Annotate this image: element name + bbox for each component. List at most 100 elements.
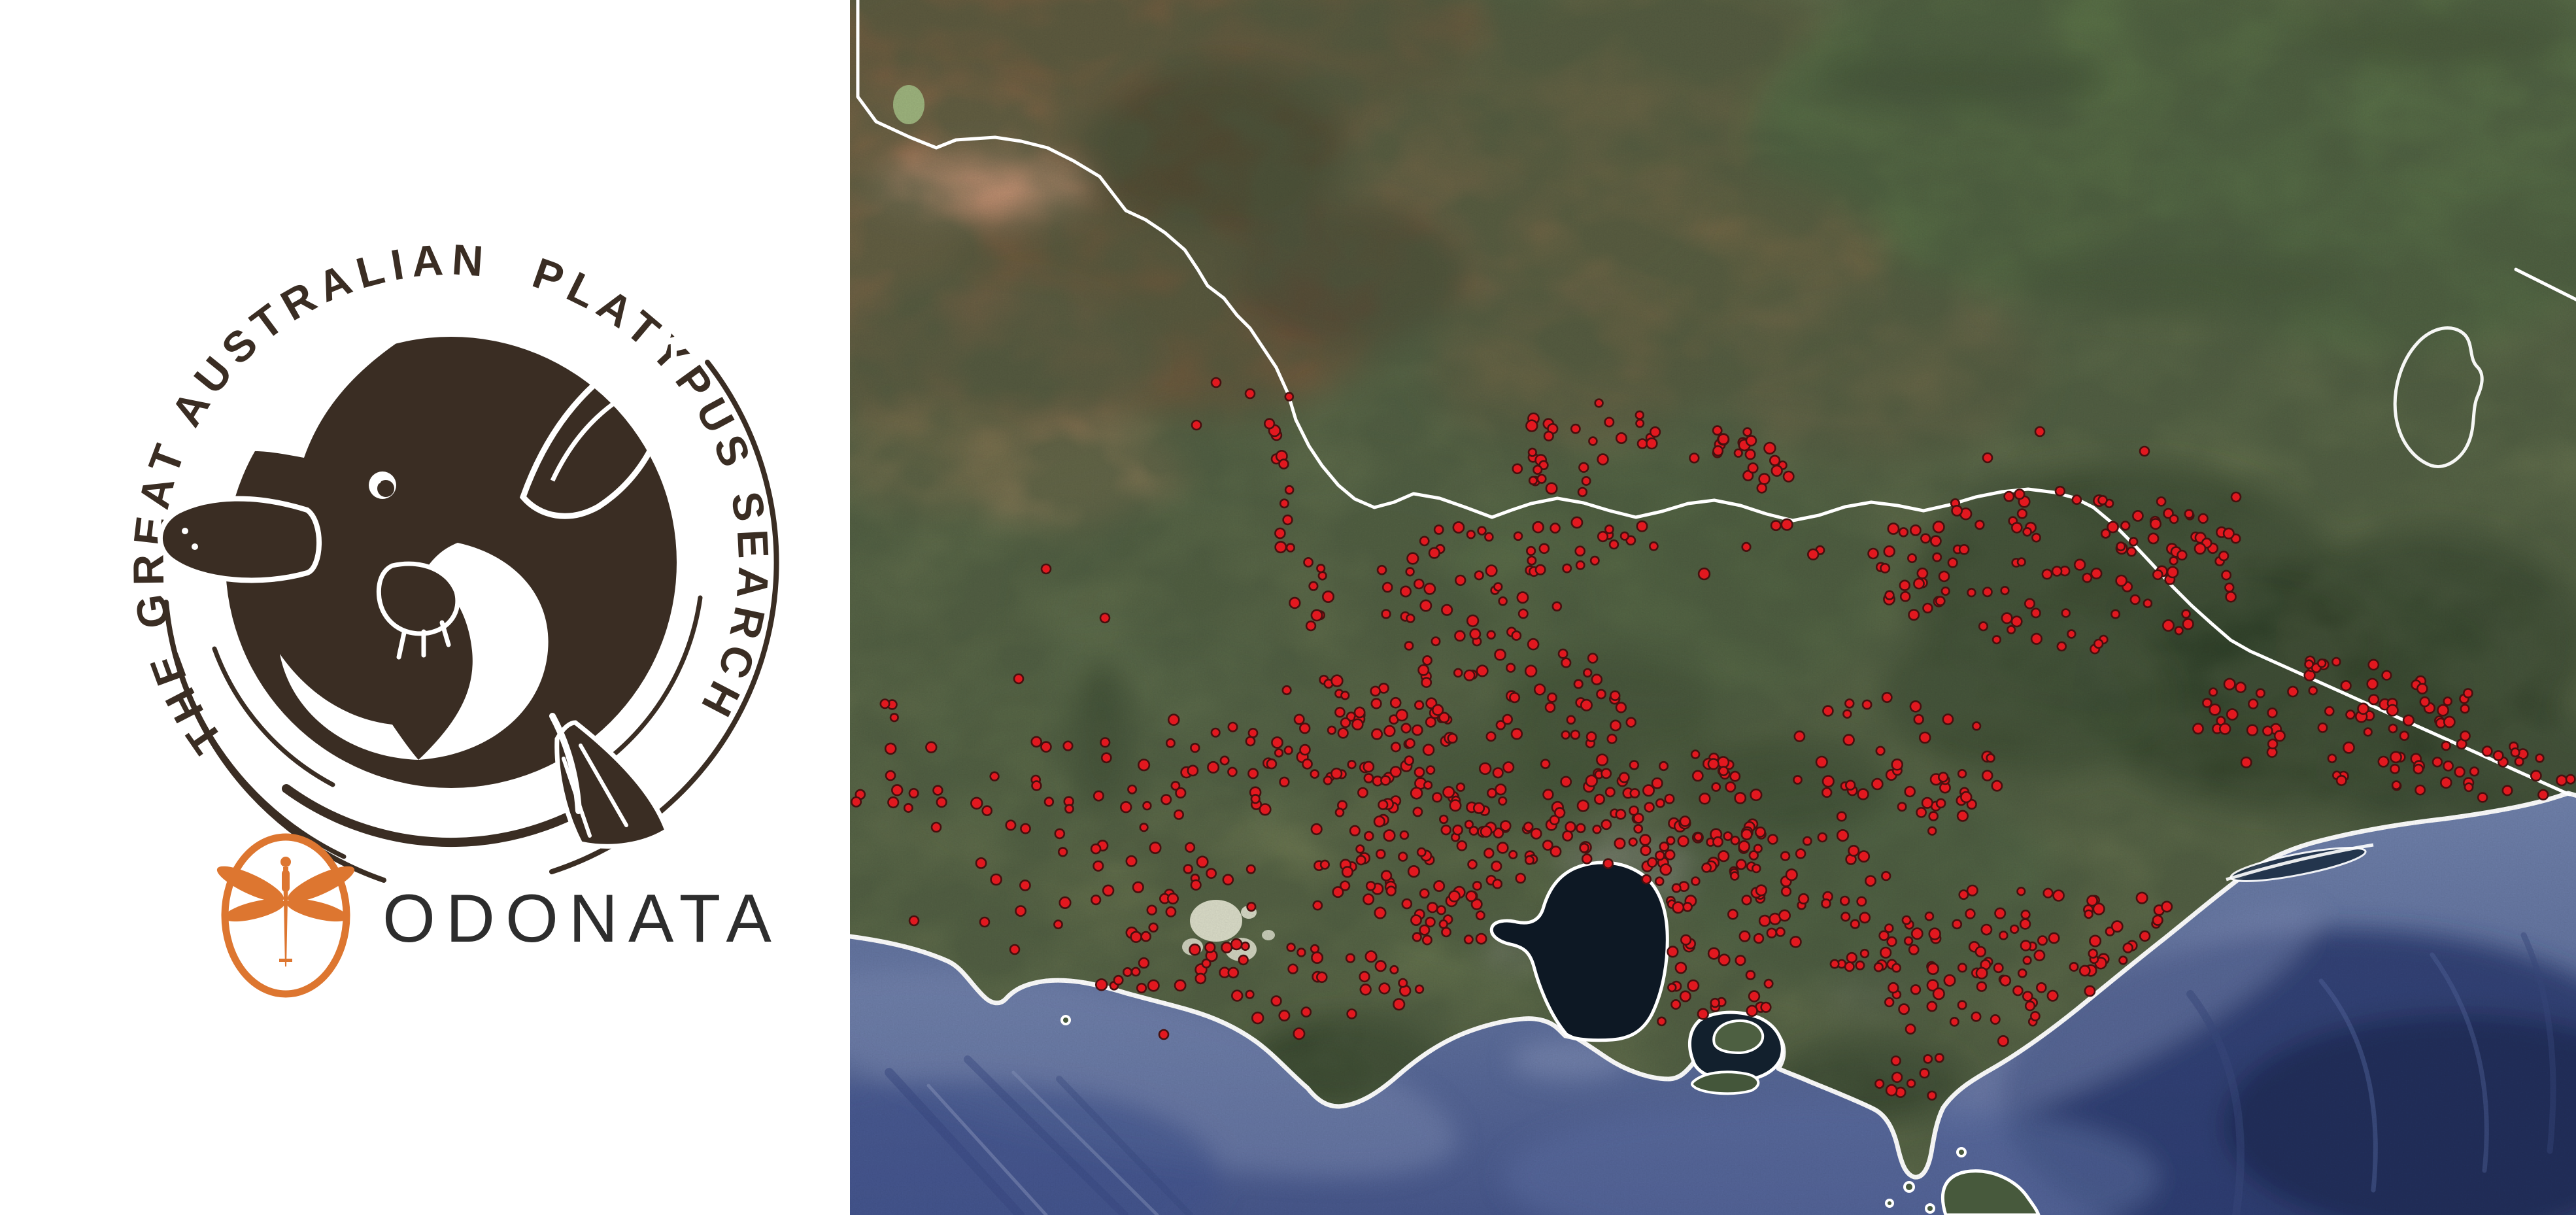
sighting-dot [2194,542,2207,555]
sighting-dot [936,796,947,808]
sighting-dot [1184,842,1196,853]
sighting-dot [1561,730,1570,740]
sighting-dot [1741,895,1752,906]
sighting-dot [2010,615,2023,628]
sighting-dot [1908,944,1920,955]
sighting-dot [1219,755,1230,766]
sighting-dot [1588,436,1598,446]
sighting-dot [890,784,904,796]
sighting-dot [1625,717,1636,728]
sighting-dot [1994,907,2007,919]
sighting-dot [2443,715,2456,728]
sighting-dot [2469,766,2480,777]
sighting-dot [2454,766,2466,778]
sighting-dot [1756,483,1767,494]
sighting-dot [1222,874,1234,885]
sighting-dot [1474,570,1484,581]
sighting-dot [975,857,987,869]
sighting-dot [1606,733,1618,744]
sighting-dot [1447,732,1458,744]
sighting-dot [2152,569,2163,581]
sighting-dot [1927,826,1937,836]
sighting-dot [1298,722,1311,734]
sighting-dot [1795,848,1806,859]
sighting-dot [1395,708,1408,722]
sighting-dot [2327,753,2337,764]
sighting-dot [1884,923,1894,933]
sighting-dot [1340,691,1350,700]
sighting-dot [1836,811,1847,822]
sighting-dot [2016,557,2026,567]
sighting-dot [1581,853,1593,864]
sighting-dot [1284,392,1295,402]
sighting-dot [1421,677,1432,688]
sighting-dot [1376,564,1387,575]
sighting-dot [1416,847,1427,857]
sighting-dot [1207,761,1220,774]
sighting-dot [1712,836,1723,847]
sighting-dot [1667,982,1677,993]
sighting-dot [2115,574,2127,587]
sighting-dot [1495,783,1507,796]
sighting-dot [1436,905,1447,916]
sighting-dot [879,698,890,710]
sighting-dot [1413,578,1425,590]
sighting-dot [1754,826,1766,838]
sighting-dot [1873,962,1884,972]
sighting-dot [1300,1006,1312,1018]
sighting-dot [1867,547,1879,560]
sighting-dot [2462,688,2473,698]
sighting-dot [2011,522,2023,534]
sighting-dot [2086,895,2098,907]
sighting-dot [2120,521,2131,531]
sighting-dot [1227,967,1240,979]
sighting-dot [1299,744,1311,756]
sighting-dot [1525,419,1538,432]
sighting-dot [1693,832,1703,842]
sighting-dot [1746,1004,1758,1018]
sighting-dot [1610,719,1621,732]
sighting-dot [2092,902,2105,916]
sighting-dot [1875,745,1886,756]
sighting-dot [1952,919,1963,930]
sighting-dot [1040,563,1052,575]
sighting-dot [2366,677,2379,691]
sighting-dot [1891,963,1901,973]
sighting-dot [1717,433,1730,445]
sighting-dot [1679,990,1691,1002]
sighting-dot [1502,761,1515,774]
sighting-dot [1525,545,1536,556]
sighting-dot [2147,532,2160,545]
sighting-dot [1455,782,1466,792]
sighting-dot [1510,727,1523,740]
sighting-dot [2240,756,2252,768]
sighting-dot [2340,679,2352,692]
sighting-dot [1957,768,1967,779]
sighting-dot [1601,819,1612,830]
sighting-dot [1486,630,1496,640]
sighting-dot [1682,902,1693,912]
sighting-dot [1380,775,1391,786]
sighting-dot [1745,435,1757,447]
sighting-dot [1932,521,1945,534]
sighting-dot [1880,562,1891,573]
sighting-dot [1142,800,1152,811]
sighting-dot [1658,761,1669,772]
sighting-dot [1997,1035,2009,1048]
sighting-dot [1844,779,1856,791]
sighting-dot [2128,536,2139,547]
sighting-dot [1562,830,1574,842]
sighting-dot [1183,864,1193,874]
sighting-dot [1897,802,1907,812]
sighting-dot [1608,539,1619,550]
sighting-dot [1425,916,1436,928]
sighting-dot [1891,1071,1903,1084]
sighting-dot [2161,900,2173,913]
sighting-dot [2419,696,2431,708]
logo-canvas: THE GREAT AUSTRALIAN PLATYPUS SEARCH [124,235,779,998]
sighting-dot [1604,524,1614,534]
sighting-dot [1629,805,1639,816]
sighting-dot [1533,683,1546,696]
sighting-dot [1579,842,1589,853]
sighting-dot [1425,716,1436,728]
